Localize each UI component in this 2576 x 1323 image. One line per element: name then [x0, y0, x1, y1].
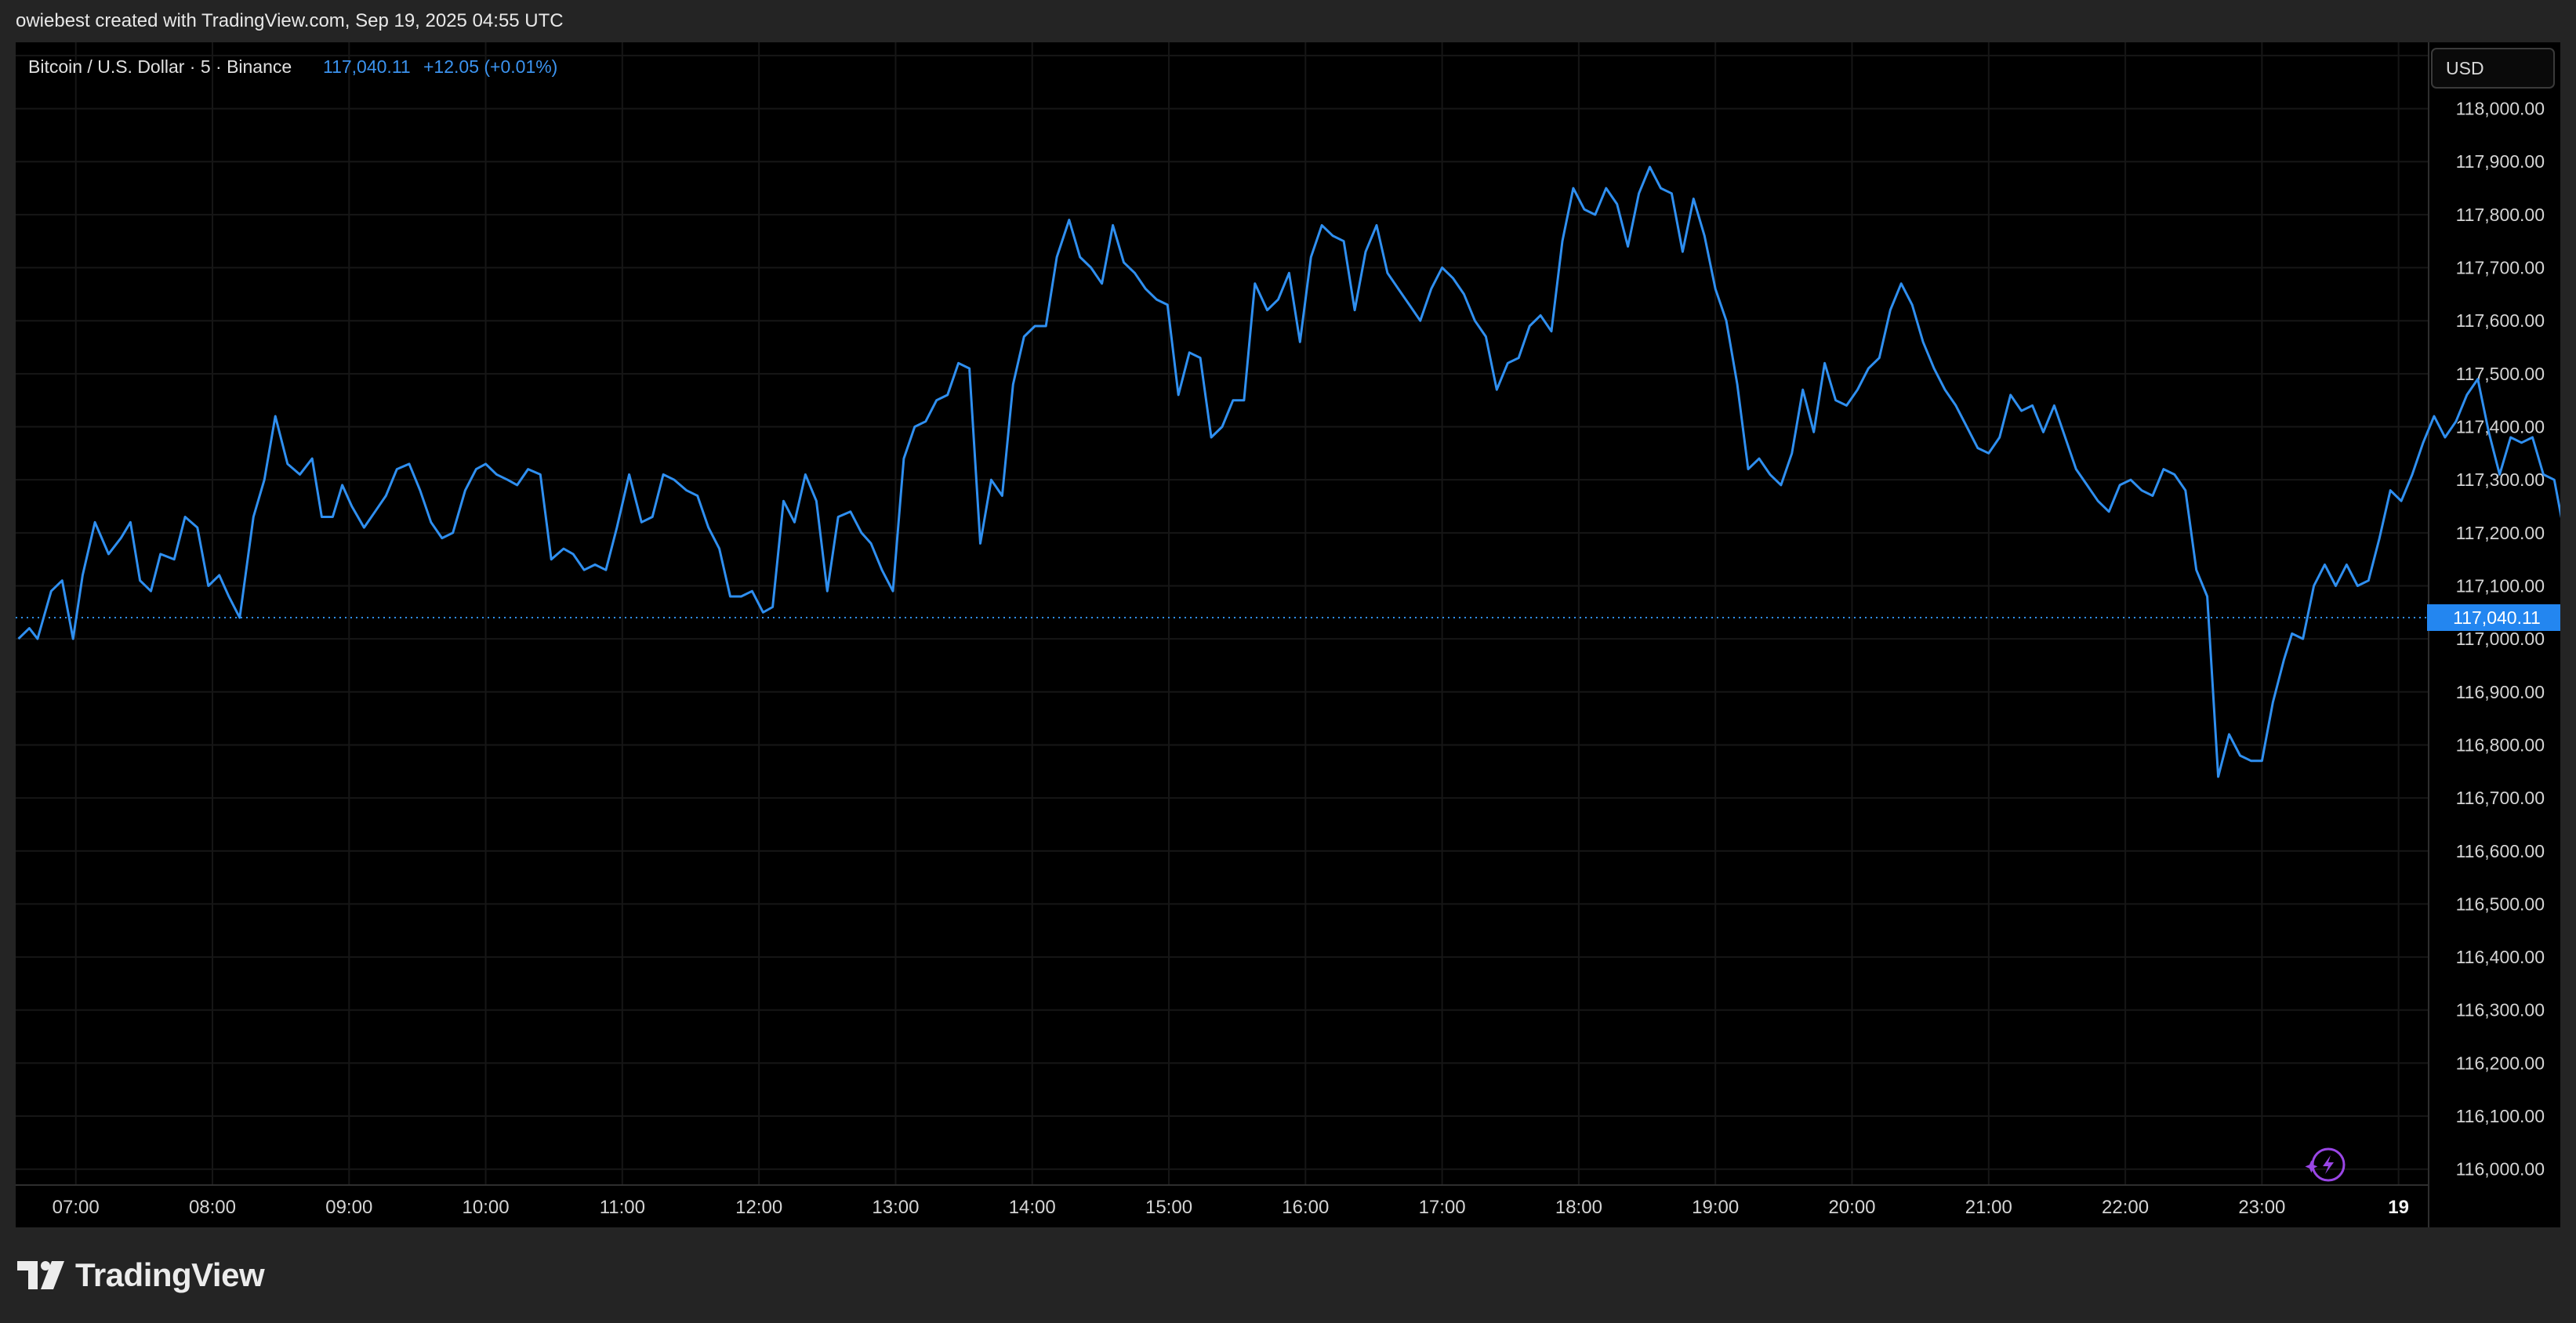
brand-wordmark: TradingView	[75, 1256, 265, 1293]
price-chart[interactable]: 116,000.00 116,100.00 116,200.00 116,300.00…	[16, 42, 2576, 1227]
attribution-text: owiebest created with TradingView.com, S…	[16, 10, 564, 31]
time-axis: 07:00 08:00 09:00 10:00 11:00 12:00 13:00 14:00…	[53, 1197, 2409, 1218]
y-tick-label: 116,700.00	[2456, 788, 2545, 808]
y-tick-label: 117,400.00	[2456, 417, 2545, 437]
y-tick-label: 117,600.00	[2456, 310, 2545, 331]
y-tick-label: 117,000.00	[2456, 629, 2545, 649]
x-tick-label: 11:00	[600, 1197, 645, 1218]
y-tick-label: 116,200.00	[2456, 1053, 2545, 1073]
x-tick-label: 15:00	[1145, 1197, 1192, 1218]
y-tick-label: 116,400.00	[2456, 947, 2545, 967]
attribution-header: owiebest created with TradingView.com, S…	[0, 0, 2576, 42]
y-tick-label: 116,800.00	[2456, 734, 2545, 755]
x-tick-label: 22:00	[2102, 1197, 2149, 1218]
chart-grid	[16, 42, 2429, 1185]
currency-button[interactable]: USD	[2431, 48, 2555, 89]
currency-button-box[interactable]	[2431, 48, 2555, 89]
y-tick-label: 116,100.00	[2456, 1106, 2545, 1126]
price-tag-label: 117,040.11	[2453, 607, 2541, 628]
y-tick-label: 116,600.00	[2456, 841, 2545, 861]
price-tag: 117,040.11	[2427, 604, 2568, 631]
price-tag-box	[2427, 604, 2568, 631]
x-tick-label: 19	[2388, 1197, 2409, 1218]
x-tick-label: 09:00	[325, 1197, 372, 1218]
price-change-label: +12.05 (+0.01%)	[423, 56, 557, 77]
x-tick-label: 17:00	[1419, 1197, 1466, 1218]
price-line-series	[17, 165, 2576, 778]
x-tick-label: 14:00	[1009, 1197, 1056, 1218]
symbol-label[interactable]: Bitcoin / U.S. Dollar · 5 · Binance	[28, 56, 292, 77]
price-axis: 116,000.00 116,100.00 116,200.00 116,300.00…	[2456, 45, 2545, 1180]
y-tick-label: 117,200.00	[2456, 523, 2545, 543]
y-tick-label: 116,900.00	[2456, 682, 2545, 702]
chart-frame[interactable]: 116,000.00 116,100.00 116,200.00 116,300.00…	[16, 42, 2576, 1227]
y-tick-label: 117,100.00	[2456, 575, 2545, 596]
tradingview-logo-icon	[17, 1261, 64, 1289]
legend[interactable]: Bitcoin / U.S. Dollar · 5 · Binance 117,…	[28, 56, 557, 77]
x-tick-label: 21:00	[1965, 1197, 2012, 1218]
x-tick-label: 20:00	[1828, 1197, 1875, 1218]
x-tick-label: 13:00	[872, 1197, 919, 1218]
y-tick-label: 117,900.00	[2456, 151, 2545, 172]
y-tick-label: 116,000.00	[2456, 1159, 2545, 1180]
x-tick-label: 12:00	[735, 1197, 782, 1218]
y-tick-label: 117,500.00	[2456, 364, 2545, 384]
y-tick-label: 117,800.00	[2456, 205, 2545, 225]
x-tick-label: 19:00	[1692, 1197, 1739, 1218]
x-tick-label: 16:00	[1282, 1197, 1329, 1218]
x-tick-label: 10:00	[463, 1197, 510, 1218]
x-tick-label: 23:00	[2238, 1197, 2285, 1218]
y-tick-label: 117,700.00	[2456, 258, 2545, 278]
x-tick-label: 18:00	[1555, 1197, 1602, 1218]
tradingview-logo[interactable]: TradingView	[17, 1254, 265, 1296]
x-tick-label: 08:00	[189, 1197, 236, 1218]
y-tick-label: 116,500.00	[2456, 893, 2545, 914]
currency-button-label[interactable]: USD	[2446, 58, 2484, 78]
last-price-label: 117,040.11	[323, 56, 411, 77]
y-tick-label: 118,000.00	[2456, 99, 2545, 119]
lightning-sparkle-icon[interactable]	[2305, 1147, 2346, 1182]
x-tick-label: 07:00	[53, 1197, 100, 1218]
y-tick-label: 116,300.00	[2456, 1000, 2545, 1020]
